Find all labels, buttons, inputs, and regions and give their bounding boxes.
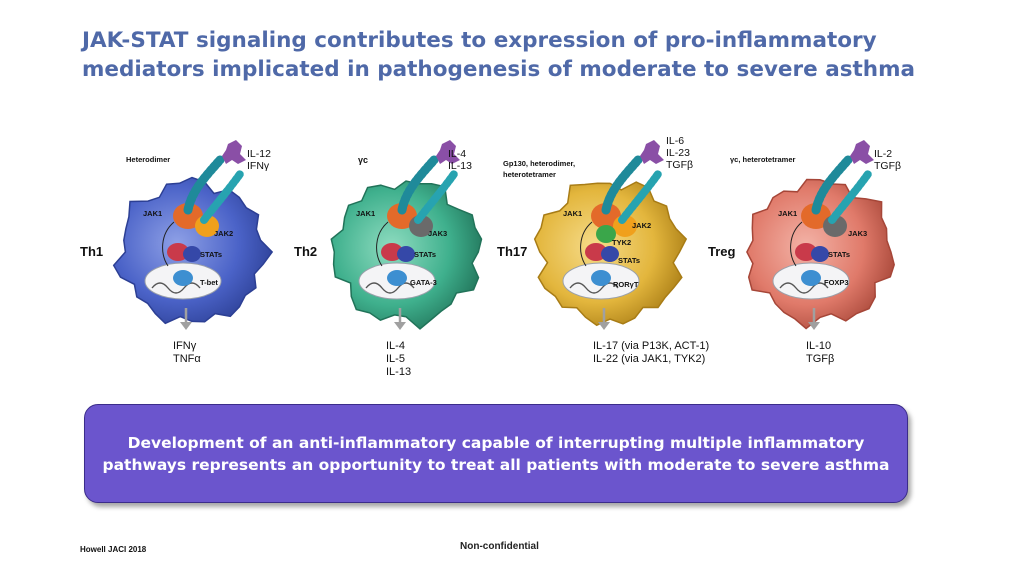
reference-citation: Howell JACI 2018 xyxy=(80,545,147,554)
th2-cell-name: Th2 xyxy=(294,244,318,259)
panel-th1: Heterodimer IL-12 IFNγ JAK1 JAK2 STATs T-… xyxy=(80,130,310,390)
output-arrow-head xyxy=(394,322,406,330)
dna-strand xyxy=(365,282,415,294)
cytokine-molecule xyxy=(640,140,664,164)
receptor-chain-2 xyxy=(200,170,244,224)
panel-treg: γc, heterotetramer IL-2 TGFβ JAK1 JAK3 ST… xyxy=(708,130,938,390)
slide-title-line-2: mediators implicated in pathogenesis of … xyxy=(82,57,915,82)
th1-tf-label: T-bet xyxy=(200,278,218,287)
th17-receptor-label: Gp130, heterodimer, heterotetramer xyxy=(503,159,576,179)
receptor-chain-2 xyxy=(414,170,458,224)
treg-jak3-label: JAK3 xyxy=(848,229,868,238)
th17-jak2-label: JAK2 xyxy=(632,221,652,230)
th1-outputs: IFNγ TNFα xyxy=(173,340,201,365)
treg-tf-label: FOXP3 xyxy=(824,278,849,287)
jak-kinase-orange xyxy=(173,203,203,229)
output-arrow-head xyxy=(598,322,610,330)
th17-cell-name: Th17 xyxy=(497,244,528,259)
panel-th17: Gp130, heterodimer, heterotetramer IL-6 I… xyxy=(497,130,728,390)
cytokine-molecule xyxy=(850,140,874,164)
dna-strand xyxy=(779,282,829,294)
jak-kinase-orange xyxy=(591,203,621,229)
receptor-chain-1 xyxy=(811,155,853,215)
stat-protein-blue xyxy=(811,246,829,262)
transcription-factor xyxy=(173,270,193,286)
cytokine-molecule xyxy=(222,140,246,164)
signal-arrow xyxy=(162,221,175,267)
signal-arrow xyxy=(580,221,593,267)
th2-tf-label: GATA-3 xyxy=(410,278,437,287)
slide-title-line-1: JAK-STAT signaling contributes to expres… xyxy=(82,28,877,53)
th2-jak3-label: JAK3 xyxy=(428,229,448,238)
jak-kinase-orange xyxy=(801,203,831,229)
stat-protein-blue xyxy=(601,246,619,262)
th17-jak1-label: JAK1 xyxy=(563,209,583,218)
th17-stats-label: STATs xyxy=(618,256,641,265)
stat-protein-blue xyxy=(397,246,415,262)
th17-tf-label: RORγT xyxy=(613,280,639,289)
treg-jak1-label: JAK1 xyxy=(778,209,798,218)
th2-outputs: IL-4 IL-5 IL-13 xyxy=(386,340,412,378)
th1-cell-name: Th1 xyxy=(80,244,104,259)
th2-receptor-label: γc xyxy=(358,155,369,165)
th1-jak1-label: JAK1 xyxy=(143,209,163,218)
confidentiality-label: Non-confidential xyxy=(460,541,539,552)
th1-cell-illustration xyxy=(112,140,274,330)
transcription-factor xyxy=(801,270,821,286)
treg-receptor-label: γc, heterotetramer xyxy=(730,155,796,164)
treg-cell-illustration xyxy=(746,140,895,330)
receptor-chain-1 xyxy=(183,155,225,215)
receptor-chain-1 xyxy=(601,155,643,215)
th1-cytokine-labels: IL-12 IFNγ xyxy=(247,148,271,172)
cytokine-molecule xyxy=(436,140,460,164)
dna-strand xyxy=(151,282,201,294)
th17-cytokine-labels: IL-6 IL-23 TGFβ xyxy=(666,135,694,171)
th1-stats-label: STATs xyxy=(200,250,223,259)
stat-protein-blue xyxy=(183,246,201,262)
panel-th2: γc IL-4 IL-13 JAK1 JAK3 STATs GATA-3 Th2 … xyxy=(294,130,524,390)
tyk2-kinase xyxy=(596,225,616,243)
th2-stats-label: STATs xyxy=(414,250,437,259)
output-arrow-head xyxy=(180,322,192,330)
receptor-chain-1 xyxy=(397,155,439,215)
receptor-chain-2 xyxy=(618,170,662,224)
transcription-factor xyxy=(387,270,407,286)
jak-kinase-orange xyxy=(387,203,417,229)
th17-tyk2-label: TYK2 xyxy=(612,238,632,247)
signal-arrow xyxy=(376,221,389,267)
slide-title: JAK-STAT signaling contributes to expres… xyxy=(82,26,982,84)
key-message-callout: Development of an anti-inflammatory capa… xyxy=(84,404,908,503)
treg-cytokine-labels: IL-2 TGFβ xyxy=(874,148,902,172)
treg-stats-label: STATs xyxy=(828,250,851,259)
dna-strand xyxy=(569,282,619,294)
th1-jak2-label: JAK2 xyxy=(214,229,234,238)
th2-cell-illustration xyxy=(330,140,483,330)
signal-arrow xyxy=(790,221,803,267)
th2-jak1-label: JAK1 xyxy=(356,209,376,218)
transcription-factor xyxy=(591,270,611,286)
key-message-text: Development of an anti-inflammatory capa… xyxy=(102,433,890,474)
treg-cell-name: Treg xyxy=(708,244,736,259)
th1-receptor-label: Heterodimer xyxy=(126,155,171,164)
output-arrow-head xyxy=(808,322,820,330)
treg-outputs: IL-10 TGFβ xyxy=(806,340,835,365)
th2-cytokine-labels: IL-4 IL-13 xyxy=(448,148,472,172)
th17-outputs: IL-17 (via P13K, ACT-1) IL-22 (via JAK1, … xyxy=(593,340,710,365)
receptor-chain-2 xyxy=(828,170,872,224)
th17-cell-illustration xyxy=(533,140,688,330)
